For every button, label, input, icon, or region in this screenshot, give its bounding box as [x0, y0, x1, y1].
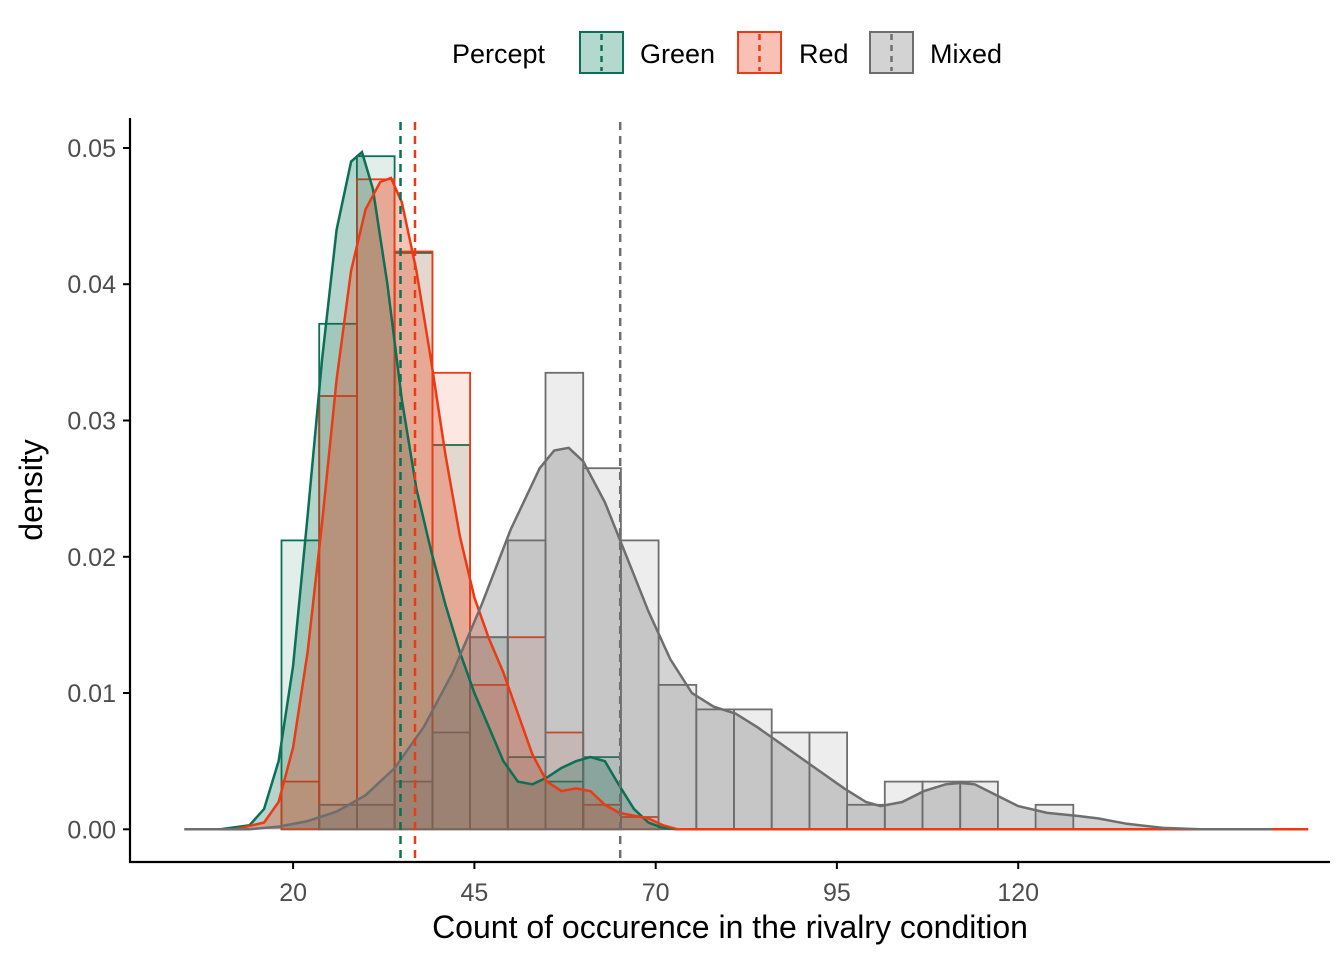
legend: Percept Green Red Mixed: [452, 31, 1002, 74]
x-tick-label: 45: [460, 879, 488, 907]
x-tick-label: 120: [997, 879, 1039, 907]
y-tick-label: 0.05: [67, 135, 116, 163]
y-axis-title: density: [13, 439, 49, 540]
density-line-mixed: [184, 446, 1272, 831]
legend-key-mixed: [869, 31, 914, 74]
hist-bar-mixed: [393, 780, 434, 831]
legend-label-mixed: Mixed: [930, 39, 1002, 69]
density-curves: [184, 149, 1309, 831]
y-axis-ticks: 0.00 0.01 0.02 0.03 0.04 0.05: [67, 135, 130, 844]
legend-key-red: [737, 31, 782, 74]
hist-bar-mixed: [1034, 803, 1075, 831]
density-line-red: [184, 176, 1309, 831]
x-tick-label: 95: [823, 879, 851, 907]
mean-lines: [399, 122, 622, 862]
axes: 0.00 0.01 0.02 0.03 0.04 0.05 20 45 70 95 120: [67, 118, 1330, 907]
density-area-green: [184, 152, 1309, 830]
legend-label-green: Green: [640, 39, 715, 69]
y-tick-label: 0.02: [67, 544, 116, 572]
y-tick-label: 0.01: [67, 680, 116, 708]
legend-label-red: Red: [799, 39, 849, 69]
y-tick-label: 0.04: [67, 271, 116, 299]
y-tick-label: 0.03: [67, 408, 116, 436]
density-line-green: [184, 149, 1309, 831]
x-tick-label: 20: [279, 879, 307, 907]
histograms: [280, 155, 1075, 831]
x-axis-title: Count of occurence in the rivalry condit…: [432, 909, 1028, 945]
hist-bar-mixed: [318, 803, 358, 831]
hist-bar-red: [431, 371, 471, 831]
x-axis-ticks: 20 45 70 95 120: [279, 862, 1039, 907]
hist-bar-mixed: [431, 731, 471, 831]
hist-bar-mixed: [355, 803, 396, 831]
x-tick-label: 70: [642, 879, 670, 907]
hist-bar-red: [318, 395, 358, 831]
hist-bar-green: [582, 756, 622, 831]
legend-key-green: [579, 31, 624, 74]
legend-title: Percept: [452, 39, 546, 69]
hist-bar-red: [544, 731, 585, 831]
plot-area: [184, 122, 1309, 862]
hist-bar-red: [506, 636, 547, 831]
hist-bar-mixed: [959, 780, 999, 831]
y-tick-label: 0.00: [67, 816, 116, 844]
density-area-mixed: [184, 447, 1272, 830]
